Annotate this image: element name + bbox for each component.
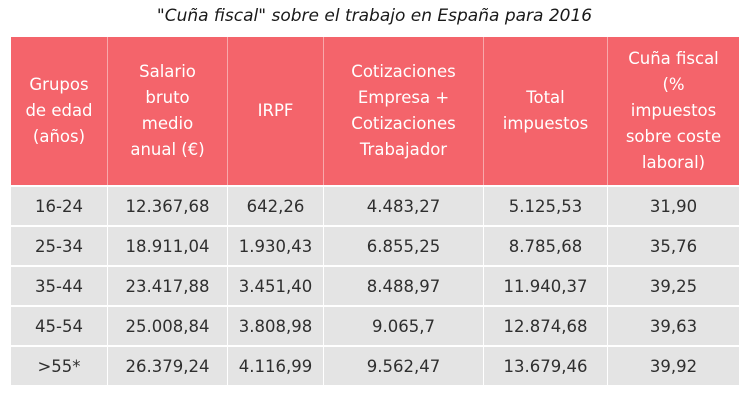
cell-tax-wedge: 35,76 <box>607 225 739 265</box>
table-row: >55* 26.379,24 4.116,99 9.562,47 13.679,… <box>11 345 739 385</box>
cell-age-group: 45-54 <box>11 305 107 345</box>
cell-irpf: 3.808,98 <box>227 305 323 345</box>
cell-contributions: 6.855,25 <box>323 225 483 265</box>
cell-tax-wedge: 31,90 <box>607 185 739 225</box>
header-cuna-fiscal: Cuña fiscal (% impuestos sobre coste lab… <box>607 37 739 185</box>
cell-contributions: 9.562,47 <box>323 345 483 385</box>
cell-tax-wedge: 39,92 <box>607 345 739 385</box>
table-row: 16-24 12.367,68 642,26 4.483,27 5.125,53… <box>11 185 739 225</box>
table-row: 25-34 18.911,04 1.930,43 6.855,25 8.785,… <box>11 225 739 265</box>
table-row: 35-44 23.417,88 3.451,40 8.488,97 11.940… <box>11 265 739 305</box>
header-grupos-edad: Grupos de edad (años) <box>11 37 107 185</box>
cell-tax-wedge: 39,63 <box>607 305 739 345</box>
cell-total-taxes: 13.679,46 <box>483 345 607 385</box>
cell-contributions: 8.488,97 <box>323 265 483 305</box>
cell-tax-wedge: 39,25 <box>607 265 739 305</box>
cell-irpf: 1.930,43 <box>227 225 323 265</box>
cell-contributions: 4.483,27 <box>323 185 483 225</box>
table-header-row: Grupos de edad (años) Salario bruto medi… <box>11 37 739 185</box>
table-row: 45-54 25.008,84 3.808,98 9.065,7 12.874,… <box>11 305 739 345</box>
cell-salary: 23.417,88 <box>107 265 227 305</box>
header-salario-bruto: Salario bruto medio anual (€) <box>107 37 227 185</box>
table-title: "Cuña fiscal" sobre el trabajo en España… <box>156 6 593 26</box>
cell-age-group: 35-44 <box>11 265 107 305</box>
cell-age-group: 16-24 <box>11 185 107 225</box>
header-total-impuestos: Total impuestos <box>483 37 607 185</box>
fiscal-wedge-table: Grupos de edad (años) Salario bruto medi… <box>11 37 739 385</box>
cell-irpf: 4.116,99 <box>227 345 323 385</box>
cell-salary: 26.379,24 <box>107 345 227 385</box>
cell-salary: 25.008,84 <box>107 305 227 345</box>
cell-contributions: 9.065,7 <box>323 305 483 345</box>
cell-age-group: 25-34 <box>11 225 107 265</box>
cell-salary: 12.367,68 <box>107 185 227 225</box>
header-irpf: IRPF <box>227 37 323 185</box>
cell-salary: 18.911,04 <box>107 225 227 265</box>
cell-total-taxes: 12.874,68 <box>483 305 607 345</box>
cell-irpf: 3.451,40 <box>227 265 323 305</box>
cell-total-taxes: 8.785,68 <box>483 225 607 265</box>
cell-total-taxes: 11.940,37 <box>483 265 607 305</box>
cell-total-taxes: 5.125,53 <box>483 185 607 225</box>
cell-irpf: 642,26 <box>227 185 323 225</box>
cell-age-group: >55* <box>11 345 107 385</box>
header-cotizaciones: Cotizaciones Empresa + Cotizaciones Trab… <box>323 37 483 185</box>
